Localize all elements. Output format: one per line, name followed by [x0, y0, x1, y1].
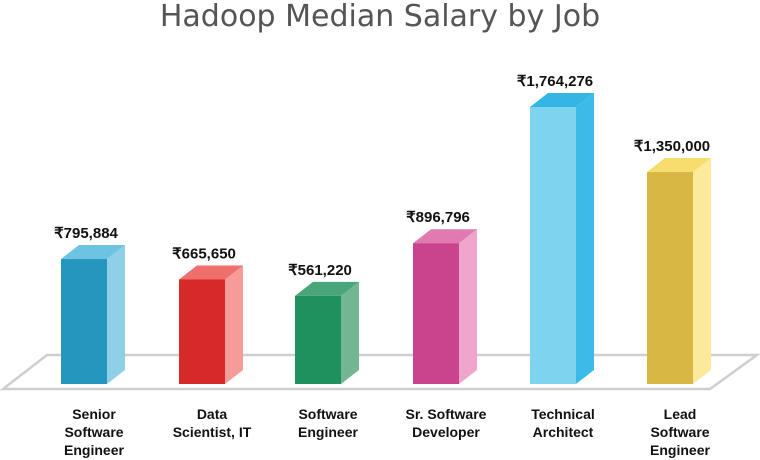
bar-6 [647, 158, 711, 384]
chart-title: Hadoop Median Salary by Job [159, 0, 601, 34]
bar-front-face [179, 279, 225, 384]
value-label: ₹795,884 [54, 225, 118, 242]
bar-front-face [61, 259, 107, 384]
bar-front-face [530, 107, 576, 384]
value-label: ₹561,220 [288, 262, 352, 279]
category-label: Sr. Software Developer [406, 406, 487, 440]
category-label: Senior Software Engineer [64, 406, 124, 458]
value-label: ₹1,764,276 [517, 73, 593, 90]
category-label: Lead Software Engineer [650, 406, 710, 458]
bar-4 [413, 229, 477, 384]
bar-1 [61, 245, 125, 384]
bar-top-face [295, 281, 359, 296]
value-label: ₹1,350,000 [634, 138, 710, 155]
bar-top-face [179, 265, 243, 280]
bar-front-face [295, 295, 341, 384]
category-label: Technical Architect [531, 406, 595, 440]
value-label: ₹896,796 [406, 209, 470, 226]
bar-front-face [647, 172, 693, 384]
bar-5 [530, 93, 594, 384]
bar-side-face [341, 281, 359, 384]
bar-side-face [107, 245, 125, 384]
value-label: ₹665,650 [172, 245, 236, 262]
bar-top-face [413, 229, 477, 244]
bar-side-face [693, 158, 711, 384]
bar-3 [295, 281, 359, 384]
bar-2 [179, 265, 243, 384]
bar-top-face [530, 93, 594, 107]
bar-front-face [413, 243, 459, 384]
bar-side-face [459, 229, 477, 384]
bar-top-face [647, 158, 711, 173]
bar-top-face [61, 245, 125, 260]
category-label: Data Scientist, IT [173, 406, 252, 440]
value-labels-group: ₹795,884 ₹665,650 ₹561,220 ₹896,796 ₹1,764,2… [54, 73, 710, 279]
bar-side-face [576, 93, 594, 384]
category-labels-group: Senior Software Engineer Data Scientist, IT S… [64, 406, 710, 458]
bar-side-face [225, 265, 243, 384]
bars-group [61, 93, 711, 384]
category-label: Software Engineer [298, 406, 358, 440]
